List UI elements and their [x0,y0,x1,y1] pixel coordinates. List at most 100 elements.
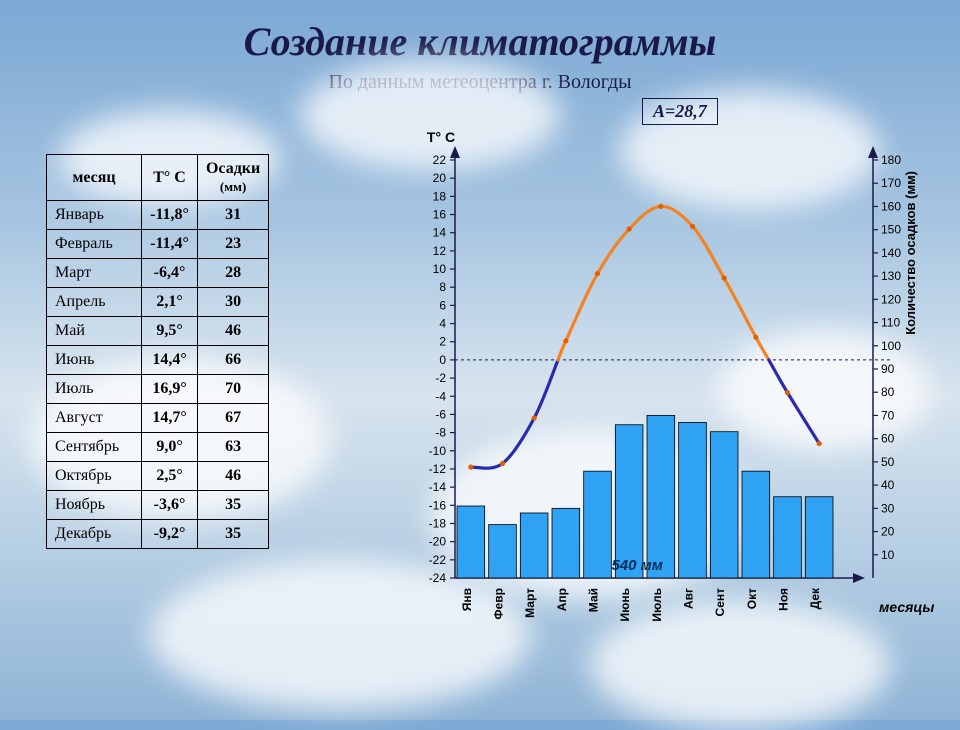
cell-temp: 9,0° [142,433,198,462]
table-row: Январь -11,8° 31 [47,201,269,230]
svg-text:180: 180 [881,153,901,167]
cell-month: Май [47,317,142,346]
col-month: месяц [47,155,142,201]
svg-text:Окт: Окт [745,588,759,609]
svg-text:120: 120 [881,292,901,306]
precip-bar [647,415,675,578]
cell-month: Декабрь [47,520,142,549]
svg-text:170: 170 [881,176,901,190]
cell-month: Август [47,404,142,433]
cell-month: Март [47,259,142,288]
svg-text:Дек: Дек [808,587,822,609]
cell-month: Июнь [47,346,142,375]
svg-text:40: 40 [881,478,895,492]
cell-precip: 35 [197,520,268,549]
svg-text:60: 60 [881,432,895,446]
cell-temp: -3,6° [142,491,198,520]
svg-text:-16: -16 [429,498,447,512]
svg-text:22: 22 [433,153,447,167]
col-temp: Т° С [142,155,198,201]
temp-curve [558,206,769,360]
svg-text:Апр: Апр [555,588,569,611]
table-row: Апрель 2,1° 30 [47,288,269,317]
climograph-chart: Т° С2220181614121086420-2-4-6-8-10-12-14… [385,150,945,690]
cell-month: Февраль [47,230,142,259]
svg-text:540 мм: 540 мм [611,557,662,574]
svg-text:Янв: Янв [460,588,474,611]
svg-text:Февр: Февр [492,588,506,620]
chart-svg: Т° С2220181614121086420-2-4-6-8-10-12-14… [385,150,945,690]
svg-text:Июль: Июль [650,588,664,622]
cell-precip: 46 [197,317,268,346]
amplitude-box: A=28,7 [642,98,718,125]
table-row: Декабрь -9,2° 35 [47,520,269,549]
temp-point [658,204,663,209]
temp-point [532,415,537,420]
temp-point [817,441,822,446]
cell-precip: 66 [197,346,268,375]
cell-temp: 14,7° [142,404,198,433]
svg-text:30: 30 [881,501,895,515]
cell-temp: -11,4° [142,230,198,259]
svg-text:Май: Май [587,588,601,612]
svg-text:130: 130 [881,269,901,283]
precip-bar [774,497,802,578]
cell-temp: 14,4° [142,346,198,375]
cell-precip: 23 [197,230,268,259]
cell-precip: 46 [197,462,268,491]
temp-curve [471,360,558,468]
svg-text:месяцы: месяцы [879,599,934,615]
table-row: Июль 16,9° 70 [47,375,269,404]
svg-text:-6: -6 [435,407,446,421]
climate-table: месяц Т° С Осадки (мм) Январь -11,8° 31Ф… [46,154,269,549]
svg-text:140: 140 [881,246,901,260]
temp-point [722,276,727,281]
cell-month: Октябрь [47,462,142,491]
cell-precip: 70 [197,375,268,404]
svg-text:-24: -24 [429,571,447,585]
svg-text:-22: -22 [429,553,447,567]
temp-point [690,224,695,229]
table-row: Май 9,5° 46 [47,317,269,346]
svg-text:50: 50 [881,455,895,469]
svg-text:2: 2 [439,335,446,349]
svg-text:-2: -2 [435,371,446,385]
cell-temp: 2,5° [142,462,198,491]
precip-bar [710,432,738,578]
cell-month: Апрель [47,288,142,317]
svg-text:8: 8 [439,280,446,294]
temp-point [563,338,568,343]
cell-month: Июль [47,375,142,404]
svg-text:-8: -8 [435,426,446,440]
cell-temp: -6,4° [142,259,198,288]
precip-bar [489,525,517,578]
svg-text:Авг: Авг [682,588,696,609]
svg-text:6: 6 [439,298,446,312]
col-precip: Осадки (мм) [197,155,268,201]
temp-curve [769,360,819,444]
cell-temp: 16,9° [142,375,198,404]
svg-text:90: 90 [881,362,895,376]
temp-point [627,226,632,231]
svg-text:Сент: Сент [713,588,727,617]
svg-text:Март: Март [523,588,537,618]
cell-precip: 35 [197,491,268,520]
svg-text:20: 20 [881,525,895,539]
cell-temp: -9,2° [142,520,198,549]
svg-text:150: 150 [881,223,901,237]
content-area: месяц Т° С Осадки (мм) Январь -11,8° 31Ф… [0,150,960,710]
cell-precip: 31 [197,201,268,230]
cell-precip: 28 [197,259,268,288]
temp-point [500,461,505,466]
temp-point [753,335,758,340]
table-row: Ноябрь -3,6° 35 [47,491,269,520]
svg-text:16: 16 [433,208,447,222]
precip-bar [457,506,485,578]
cell-precip: 63 [197,433,268,462]
temp-point [785,390,790,395]
page-title: Создание климатограммы [0,0,960,65]
cell-precip: 67 [197,404,268,433]
svg-text:-14: -14 [429,480,447,494]
precip-bar [520,513,548,578]
cell-month: Ноябрь [47,491,142,520]
